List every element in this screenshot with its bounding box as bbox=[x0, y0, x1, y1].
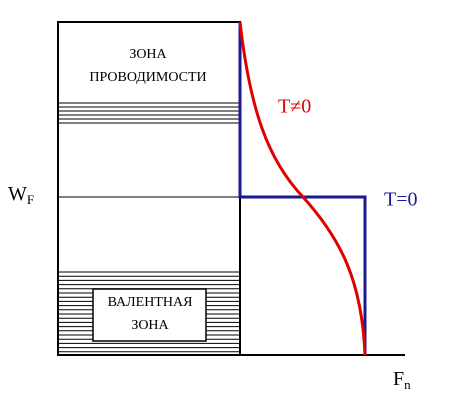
conduction-label: ПРОВОДИМОСТИ bbox=[89, 70, 206, 85]
valence-label: ВАЛЕНТНАЯ bbox=[108, 295, 193, 310]
axis-label: Fn bbox=[393, 368, 411, 392]
curve-label: T=0 bbox=[384, 189, 418, 211]
valence-label: ЗОНА bbox=[131, 318, 169, 333]
symbol: W bbox=[8, 183, 27, 205]
fermi-curve bbox=[238, 21, 367, 356]
subscript: n bbox=[404, 377, 411, 392]
fermi-label: WF bbox=[8, 183, 34, 207]
curve-label: T≠0 bbox=[278, 96, 311, 118]
conduction-label: ЗОНА bbox=[129, 47, 167, 62]
valence-label-box bbox=[92, 288, 207, 342]
subscript: F bbox=[27, 192, 34, 207]
step-curve bbox=[238, 22, 367, 355]
symbol: F bbox=[393, 368, 404, 390]
